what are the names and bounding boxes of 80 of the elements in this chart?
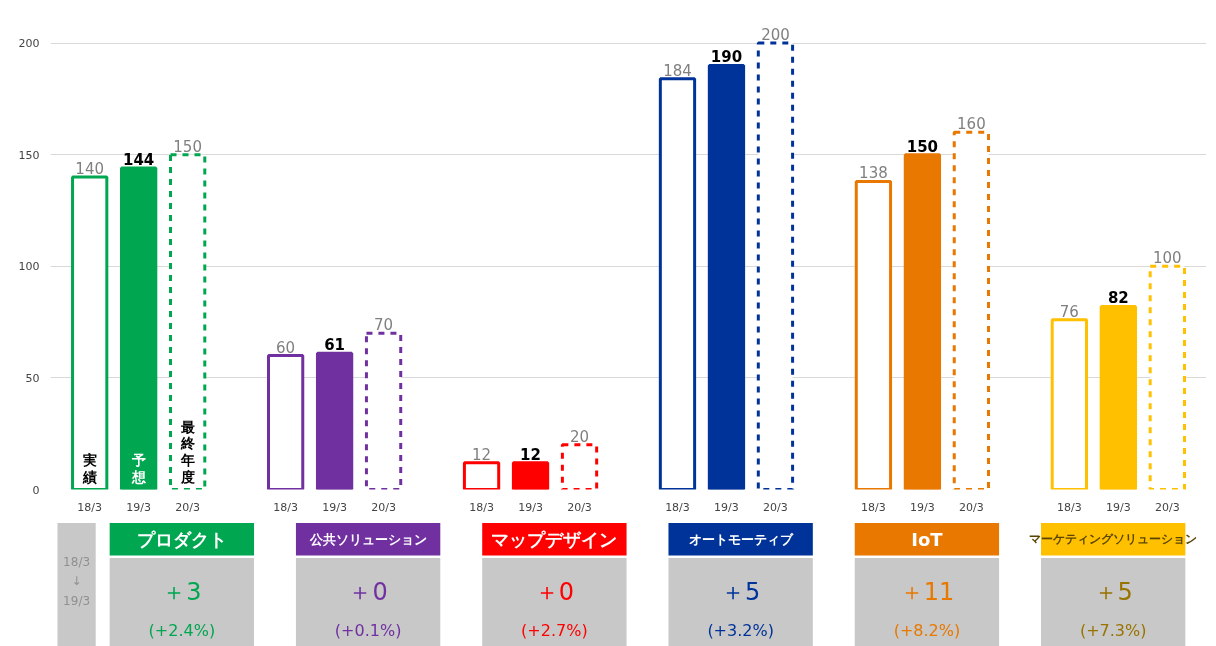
series-label: 予想 [130, 452, 147, 486]
bar [169, 153, 207, 490]
text: ＋11 [899, 577, 955, 606]
bar [560, 443, 599, 490]
y-tick-label: 50 [25, 371, 40, 385]
y-tick-label: 200 [18, 37, 40, 51]
data-label: 70 [374, 316, 394, 335]
bar [511, 461, 550, 490]
x-tick-label: 18/3 [665, 500, 690, 514]
data-label: 138 [859, 164, 888, 183]
text: ＋0 [534, 577, 575, 606]
text: (+8.2%) [893, 621, 961, 641]
data-label: 82 [1107, 289, 1129, 308]
y-tick-label: 0 [32, 483, 40, 497]
bar [952, 130, 991, 490]
series-label: 最終年度 [179, 418, 196, 486]
text: (+0.1%) [334, 621, 402, 641]
text: ＋5 [1093, 577, 1133, 606]
data-label: 184 [663, 61, 692, 80]
data-label: 12 [520, 445, 541, 464]
x-tick-label: 18/3 [1057, 500, 1082, 514]
data-label: 150 [906, 137, 939, 156]
text: ＋5 [721, 577, 761, 606]
data-label: 20 [569, 427, 590, 446]
text: (+2.4%) [148, 621, 216, 641]
data-label: 190 [710, 48, 743, 67]
text: IoT [911, 528, 944, 550]
x-tick-label: 18/3 [861, 500, 886, 514]
bar [903, 153, 942, 490]
text: オートモーティブ [688, 531, 794, 547]
text: (+3.2%) [707, 621, 774, 641]
x-tick-label: 20/3 [959, 500, 984, 514]
text: ＋0 [348, 577, 388, 606]
x-tick-label: 20/3 [1154, 500, 1180, 514]
bar [315, 351, 354, 490]
bar [1050, 318, 1088, 490]
series-label: 実績 [81, 452, 97, 486]
y-tick-label: 100 [18, 260, 40, 274]
text: プロダクト [136, 528, 227, 550]
bar [120, 166, 158, 490]
x-tick-label: 19/3 [1105, 500, 1131, 514]
x-tick-label: 20/3 [567, 500, 592, 514]
x-tick-label: 19/3 [518, 500, 543, 514]
x-tick-label: 20/3 [763, 500, 788, 514]
x-tick-label: 18/3 [77, 500, 103, 514]
x-tick-label: 19/3 [714, 500, 739, 514]
bar [266, 354, 305, 490]
x-tick-label: 20/3 [175, 500, 200, 514]
data-label: 140 [75, 159, 105, 178]
text: ＋3 [162, 577, 202, 606]
data-label: 144 [123, 151, 155, 170]
x-tick-label: 18/3 [469, 500, 494, 514]
data-label: 60 [276, 338, 296, 357]
bar [462, 461, 501, 490]
text: (+2.7%) [521, 621, 588, 641]
bar [364, 331, 403, 490]
data-label: 100 [1153, 249, 1182, 268]
bar [756, 41, 795, 490]
x-tick-label: 19/3 [322, 500, 347, 514]
bar [1099, 304, 1137, 490]
x-tick-label: 20/3 [371, 500, 396, 514]
bar [71, 175, 109, 490]
text: 公共ソリューション [308, 531, 427, 547]
data-label: 12 [472, 445, 492, 464]
x-tick-label: 18/3 [273, 500, 298, 514]
x-tick-label: 19/3 [910, 500, 935, 514]
y-tick-label: 150 [18, 148, 40, 162]
text: マップデザイン [491, 528, 618, 550]
data-label: 61 [324, 336, 346, 355]
text: 18/3 ↓ 19/3 [63, 554, 91, 609]
bar [1148, 264, 1186, 490]
data-label: 200 [761, 26, 790, 45]
bar [658, 77, 697, 490]
x-tick-label: 19/3 [126, 500, 152, 514]
bar [854, 179, 893, 490]
bar [707, 63, 746, 490]
data-label: 150 [173, 137, 202, 156]
data-label: 76 [1059, 302, 1079, 321]
text: (+7.3%) [1079, 621, 1147, 641]
data-label: 160 [957, 115, 986, 134]
